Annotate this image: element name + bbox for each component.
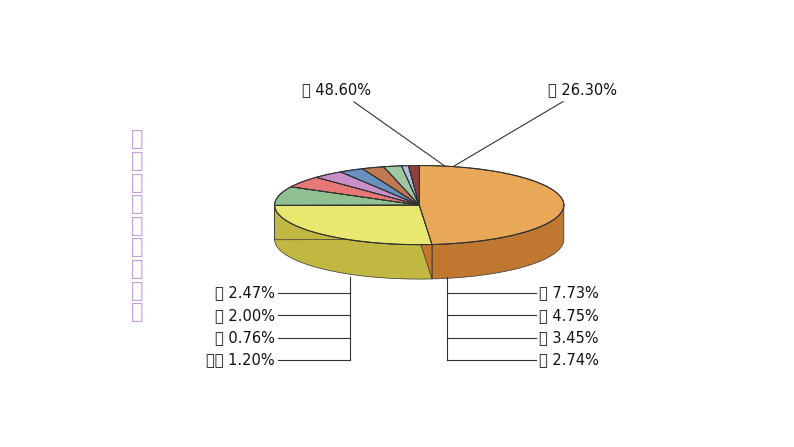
Text: 钙 3.45%: 钙 3.45% bbox=[539, 330, 599, 345]
Polygon shape bbox=[432, 205, 564, 279]
Text: 氢 0.76%: 氢 0.76% bbox=[214, 330, 275, 345]
Polygon shape bbox=[419, 205, 432, 279]
Polygon shape bbox=[275, 187, 419, 205]
Polygon shape bbox=[419, 165, 564, 245]
Text: 硅 26.30%: 硅 26.30% bbox=[358, 82, 618, 223]
Polygon shape bbox=[316, 172, 419, 205]
Text: 其他 1.20%: 其他 1.20% bbox=[206, 353, 275, 367]
Text: 钠 2.74%: 钠 2.74% bbox=[539, 353, 599, 367]
Polygon shape bbox=[291, 177, 419, 205]
Polygon shape bbox=[341, 169, 419, 205]
Polygon shape bbox=[408, 165, 419, 205]
Text: 铁 4.75%: 铁 4.75% bbox=[539, 308, 599, 323]
Text: 元
素
在
地
壳
中
的
含
量: 元 素 在 地 壳 中 的 含 量 bbox=[131, 129, 144, 322]
Text: 钾 2.47%: 钾 2.47% bbox=[214, 285, 275, 300]
Text: 镁 2.00%: 镁 2.00% bbox=[214, 308, 275, 323]
Text: 铝 7.73%: 铝 7.73% bbox=[539, 285, 599, 300]
Polygon shape bbox=[275, 205, 419, 240]
Polygon shape bbox=[275, 205, 432, 245]
Polygon shape bbox=[384, 166, 419, 205]
Text: 氧 48.60%: 氧 48.60% bbox=[303, 82, 496, 202]
Polygon shape bbox=[362, 167, 419, 205]
Polygon shape bbox=[275, 205, 432, 279]
Polygon shape bbox=[402, 166, 419, 205]
